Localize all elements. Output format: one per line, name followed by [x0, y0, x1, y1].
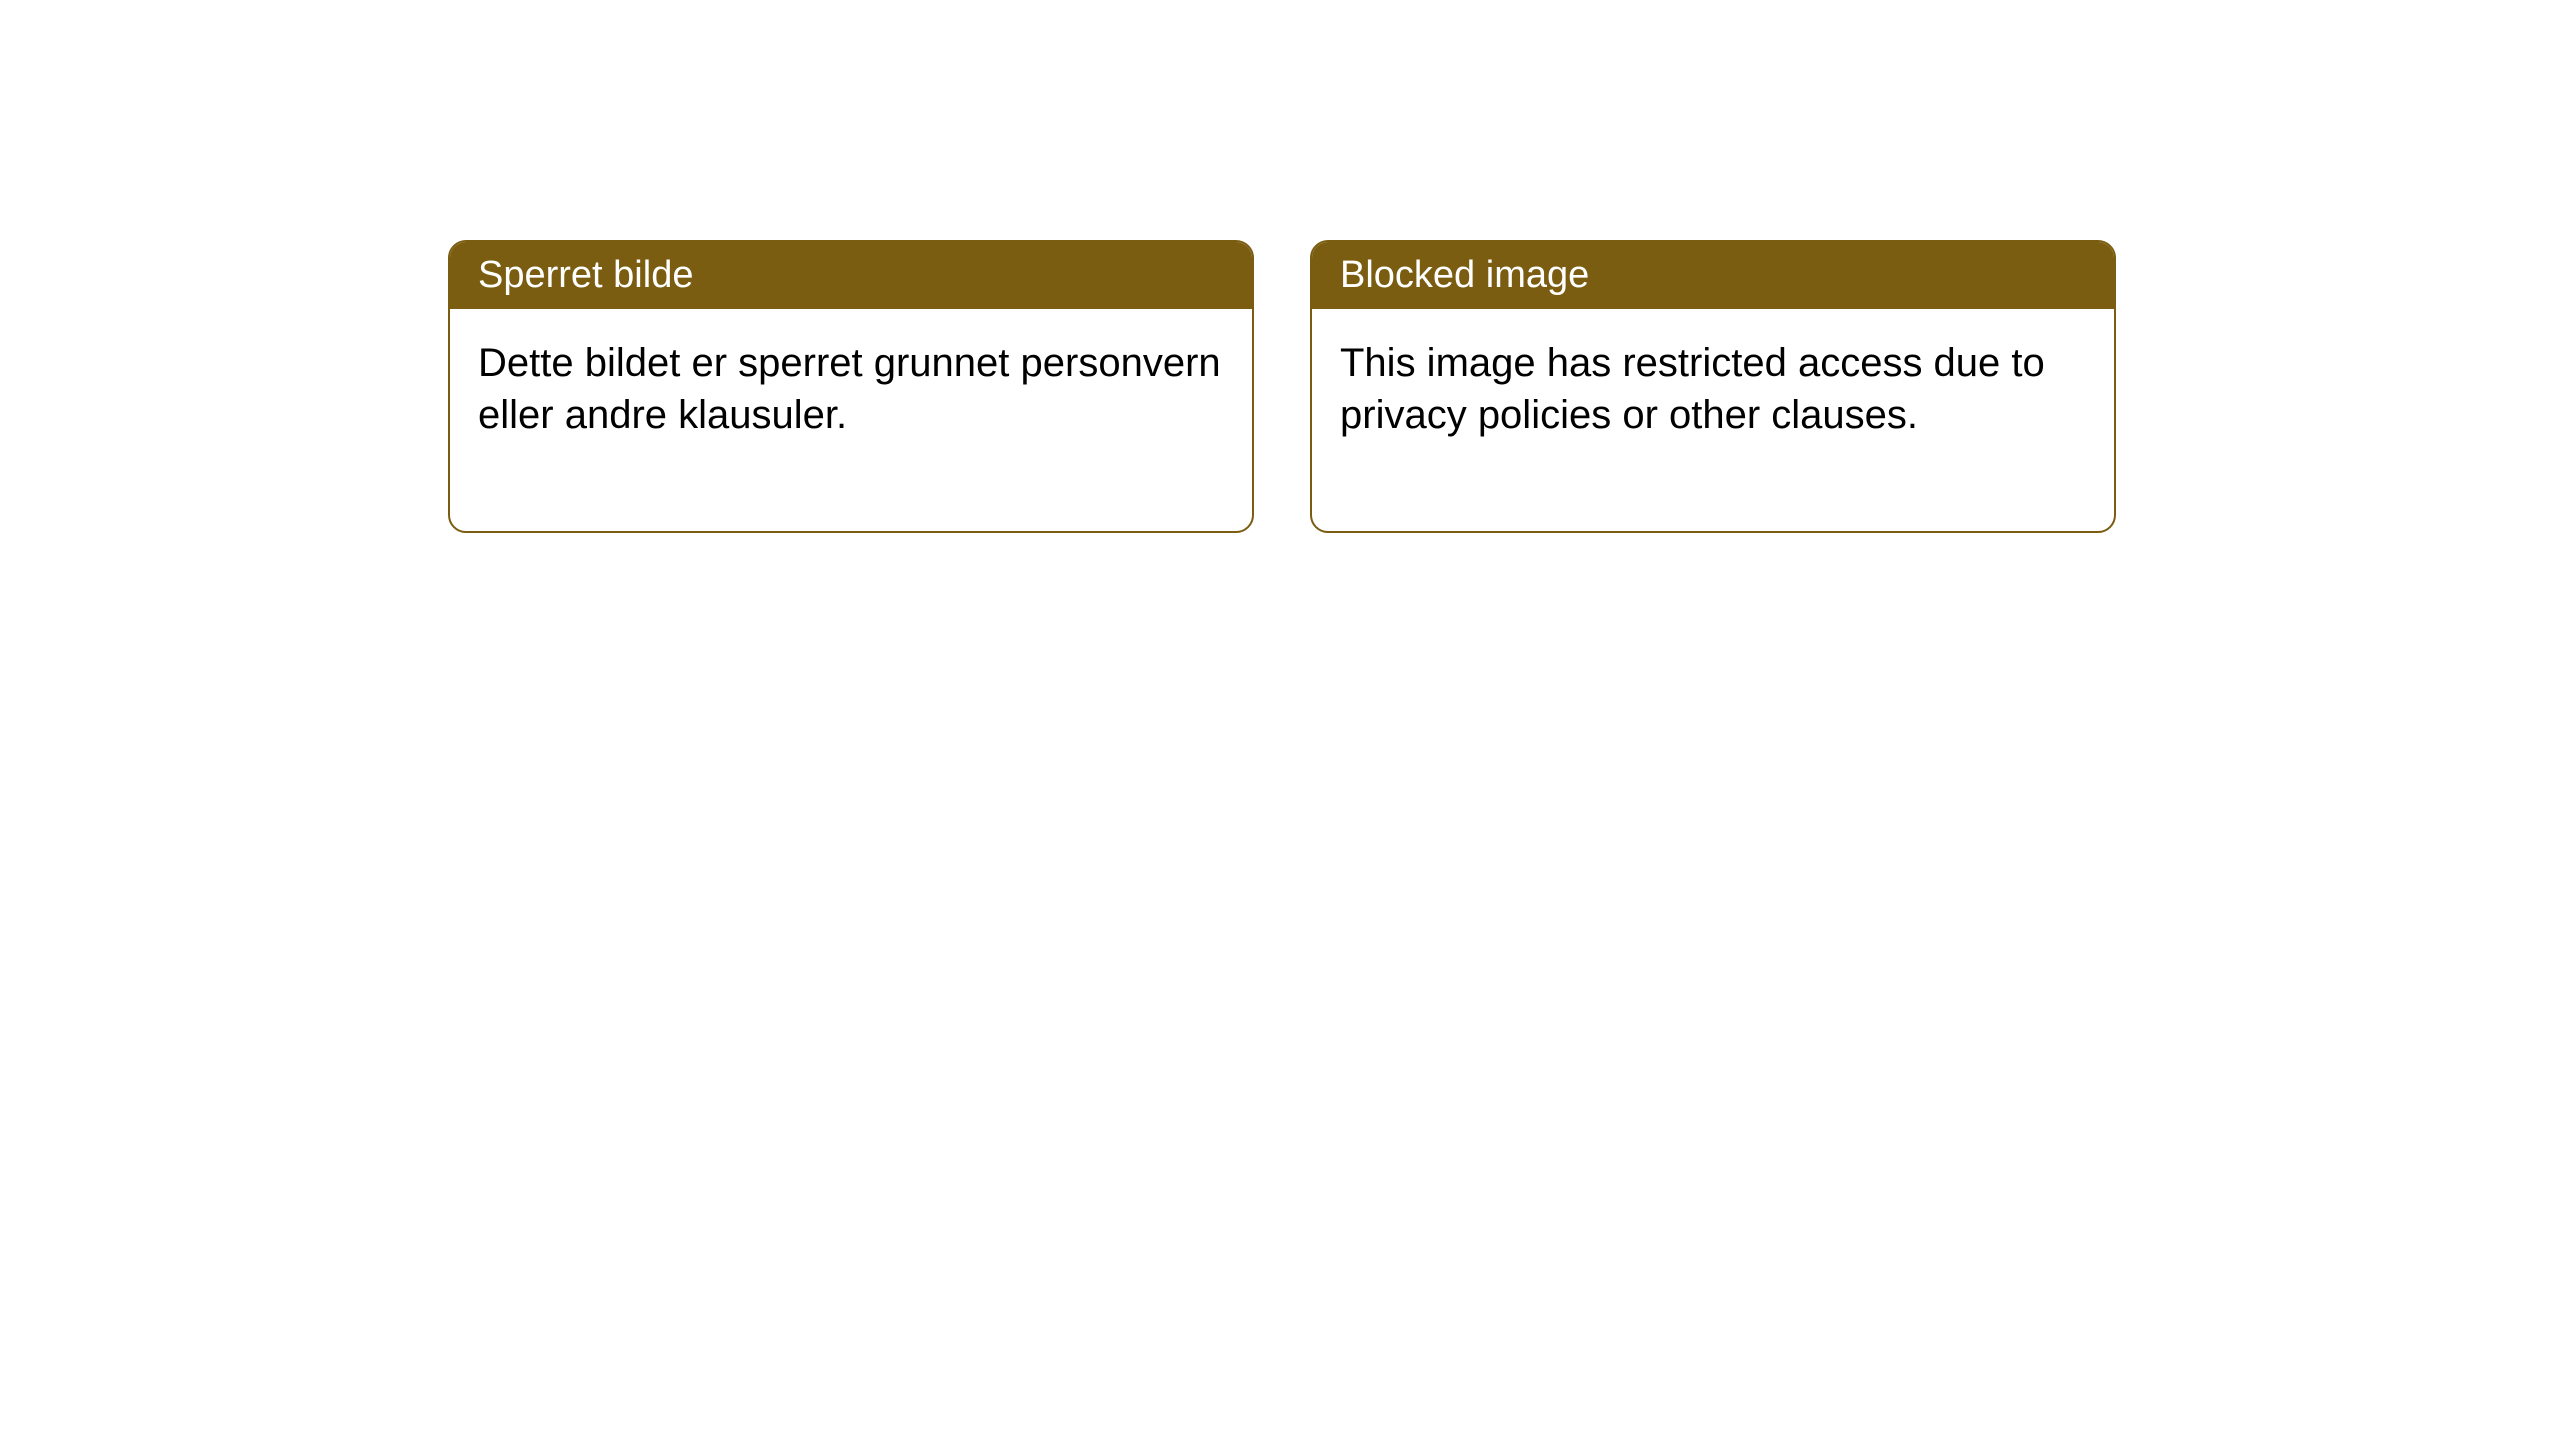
- notice-header: Blocked image: [1312, 242, 2114, 309]
- notice-text: Dette bildet er sperret grunnet personve…: [478, 341, 1221, 437]
- notice-body: This image has restricted access due to …: [1312, 309, 2114, 531]
- notice-title: Sperret bilde: [478, 254, 693, 296]
- notice-text: This image has restricted access due to …: [1340, 341, 2045, 437]
- notice-container: Sperret bilde Dette bildet er sperret gr…: [0, 0, 2560, 533]
- notice-body: Dette bildet er sperret grunnet personve…: [450, 309, 1252, 531]
- notice-header: Sperret bilde: [450, 242, 1252, 309]
- notice-title: Blocked image: [1340, 254, 1589, 296]
- notice-card-english: Blocked image This image has restricted …: [1310, 240, 2116, 533]
- notice-card-norwegian: Sperret bilde Dette bildet er sperret gr…: [448, 240, 1254, 533]
